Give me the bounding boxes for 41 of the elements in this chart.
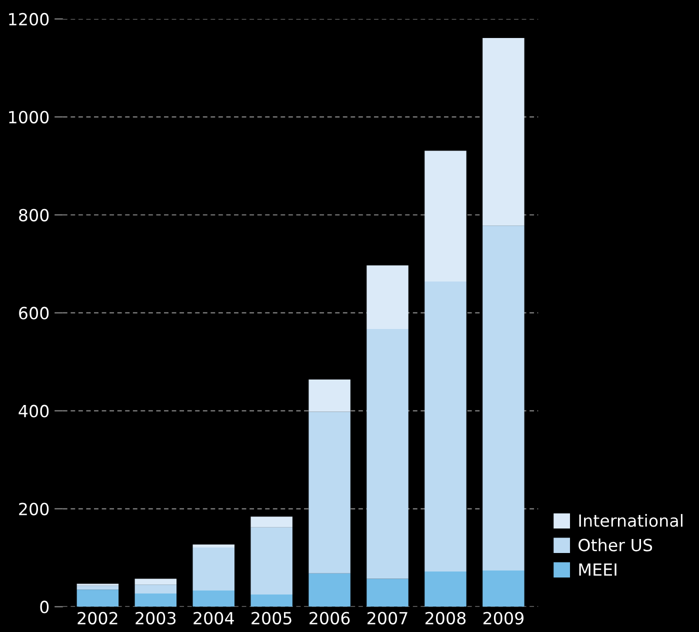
y-tick-label: 800 — [19, 208, 49, 222]
x-tick-label: 2007 — [368, 612, 408, 624]
y-tick-label: 400 — [18, 404, 49, 418]
bar — [482, 570, 524, 607]
bar — [250, 516, 292, 528]
bar — [482, 38, 524, 226]
bar — [134, 584, 177, 594]
bar — [424, 150, 466, 282]
x-tick-label: 2008 — [426, 612, 466, 624]
y-tick-label: 1000 — [9, 110, 49, 124]
bar — [366, 578, 408, 607]
x-tick-label: 2006 — [310, 612, 350, 624]
bar — [482, 226, 524, 570]
bar — [134, 578, 177, 585]
x-tick-label: 2009 — [483, 612, 524, 624]
bar — [134, 593, 177, 607]
y-tick-label: 200 — [19, 502, 49, 516]
y-tick-label: 0 — [40, 600, 49, 614]
y-tick-label: 1200 — [9, 12, 49, 26]
x-tick-label: 2004 — [194, 612, 234, 624]
legend-label: MEEI — [579, 563, 616, 576]
bar — [192, 590, 234, 607]
bar — [192, 547, 234, 591]
legend-label: Other US — [578, 538, 652, 552]
bar — [308, 379, 350, 412]
bar — [76, 586, 119, 590]
bar — [192, 544, 234, 548]
bar — [250, 594, 292, 607]
bar — [424, 571, 466, 607]
x-tick-label: 2003 — [136, 612, 176, 624]
legend-label: International — [579, 514, 682, 527]
bar — [366, 265, 408, 330]
x-tick-label: 2005 — [252, 612, 292, 624]
bar — [308, 573, 350, 607]
bar — [76, 590, 119, 607]
bar — [308, 412, 350, 574]
y-tick-label: 600 — [19, 306, 49, 320]
bar — [424, 281, 466, 572]
x-tick-label: 2002 — [78, 612, 118, 624]
bar — [250, 527, 292, 594]
bar — [366, 329, 408, 579]
